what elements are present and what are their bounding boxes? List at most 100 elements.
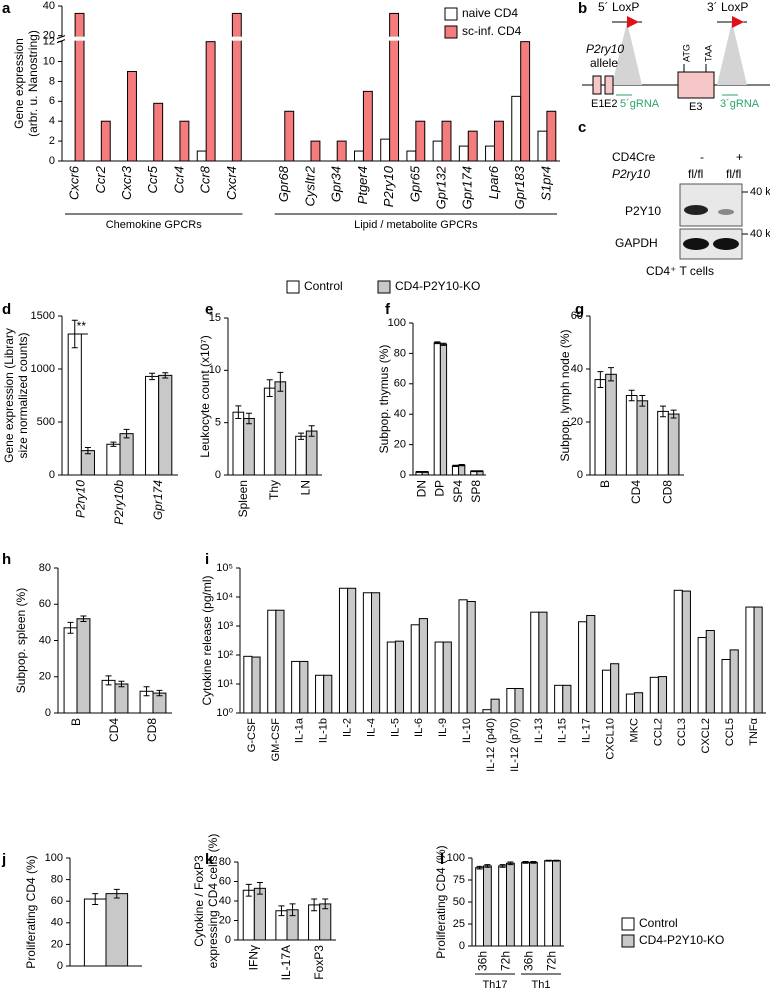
error-bar	[235, 405, 242, 419]
bar	[153, 102, 164, 162]
bar	[697, 637, 707, 714]
bar	[625, 395, 638, 476]
y-axis-label: Proliferating CD4 (%)	[24, 855, 38, 968]
bar	[315, 674, 325, 714]
y-tick-label: 10	[43, 55, 55, 67]
bar	[520, 41, 531, 162]
y-tick-label: 0	[57, 960, 63, 972]
panel-letter: c	[578, 119, 586, 136]
bar	[721, 658, 731, 714]
error-bar	[92, 893, 99, 905]
bar	[442, 641, 452, 714]
y-axis-label: Leukocyte count (x10⁷)	[198, 335, 212, 457]
x-tick-label: B	[69, 718, 83, 726]
error-bar	[476, 865, 483, 870]
bar	[105, 893, 129, 967]
y-tick-label: 20	[219, 914, 231, 926]
y-tick-label: 60	[39, 598, 51, 610]
bar	[657, 410, 669, 476]
bar	[371, 592, 381, 714]
x-tick-label: TNFα	[748, 717, 760, 745]
y-tick-label: 100	[447, 852, 465, 864]
error-bar	[628, 389, 635, 402]
y-tick-label: 10⁰	[216, 707, 233, 719]
error-bar	[530, 861, 537, 864]
gene-label: P2ry10	[586, 42, 624, 56]
y-tick-label: 0	[215, 469, 221, 481]
bar	[586, 615, 596, 714]
blot-band	[684, 205, 708, 215]
y-tick-label: 40	[219, 895, 231, 907]
y-tick-label: 40	[51, 917, 63, 929]
x-tick-label: 36h	[476, 951, 490, 971]
bar	[127, 70, 137, 162]
error-bar	[245, 412, 252, 425]
error-bar	[422, 471, 429, 473]
error-bar	[143, 686, 150, 697]
panel-letter: h	[2, 551, 11, 568]
bar	[119, 433, 134, 476]
y-tick-label: 1500	[31, 310, 55, 322]
error-bar	[118, 680, 125, 688]
x-tick-label: Spleen	[236, 480, 250, 517]
bar	[243, 417, 255, 476]
y-tick-label: 0	[459, 940, 465, 952]
error-bar	[507, 861, 514, 866]
legend-swatch	[621, 934, 635, 948]
bar	[745, 606, 755, 714]
y-axis-label: Subpop. lymph node (%)	[558, 329, 572, 461]
y-tick-label: 0	[400, 469, 406, 481]
panel-letter: i	[205, 551, 209, 568]
error-bar	[149, 372, 156, 381]
x-tick-label: Gpr174	[460, 166, 475, 209]
x-tick-label: SP8	[469, 480, 483, 503]
bar	[649, 676, 659, 714]
y-tick-label: 20	[39, 671, 51, 683]
bar	[196, 150, 207, 162]
error-bar	[84, 446, 91, 455]
x-tick-label: IL-15	[557, 718, 569, 743]
y-tick-label: 1000	[31, 363, 55, 375]
panel-letter: l	[440, 851, 444, 868]
bar	[511, 95, 522, 162]
bar	[394, 640, 405, 714]
y-tick-label: 500	[37, 416, 55, 428]
bar	[458, 599, 468, 714]
exon	[677, 71, 715, 99]
error-bar	[597, 371, 604, 389]
x-tick-label: LN	[299, 480, 313, 495]
loxp-cone	[717, 22, 747, 85]
y-tick-label: 20	[394, 439, 406, 451]
blot-band	[683, 238, 709, 250]
error-bar	[499, 864, 506, 868]
y-tick-label: 100	[388, 317, 406, 329]
bar	[284, 110, 295, 162]
y-tick-label: 40	[571, 363, 583, 375]
error-bar	[434, 341, 441, 345]
x-tick-label: FoxP3	[312, 945, 326, 980]
loxp-site	[627, 16, 639, 28]
panel-letter: g	[575, 301, 584, 318]
y-tick-label: 0	[577, 469, 583, 481]
bar	[106, 443, 121, 476]
bar	[530, 611, 540, 714]
x-tick-label: S1pr4	[538, 166, 553, 201]
x-tick-label: Gpr68	[276, 165, 291, 202]
y-axis-label: Gene expression (Library	[2, 328, 16, 463]
bar	[605, 373, 617, 476]
x-tick-label: IL-4	[365, 718, 377, 737]
bar	[538, 611, 548, 714]
x-tick-label: Gpr174	[151, 480, 165, 520]
y-tick-label: 0	[45, 707, 51, 719]
error-bar	[245, 883, 252, 897]
y-tick-label: 2	[49, 135, 55, 147]
error-bar	[156, 689, 163, 697]
bar	[338, 587, 349, 714]
y-axis-label: Cytokine / FoxP3	[192, 855, 206, 947]
y-axis-label: Gene expression	[12, 38, 26, 129]
x-tick-label: CCL3	[676, 718, 688, 746]
error-bar	[277, 371, 284, 392]
bar	[705, 629, 715, 714]
loxp-site	[732, 16, 744, 28]
y-axis-label: expressing CD4 cells (%)	[206, 834, 220, 969]
